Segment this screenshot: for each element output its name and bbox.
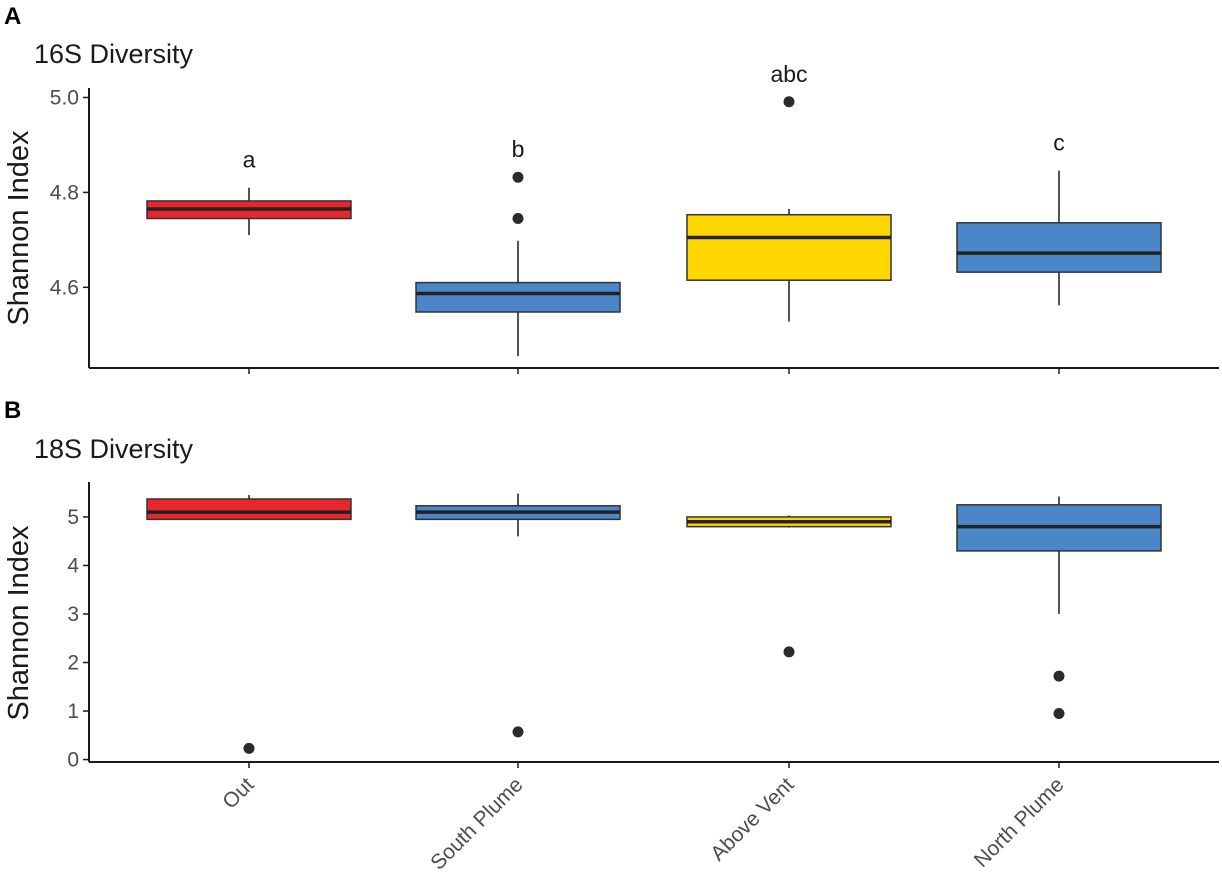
- outlier-point: [243, 742, 255, 754]
- x-category-label: Above Vent: [706, 773, 798, 865]
- iqr-box: [956, 222, 1162, 273]
- significance-letter: a: [243, 147, 256, 173]
- x-category-label: Out: [218, 773, 258, 813]
- y-tick-label: 4.6: [50, 276, 79, 299]
- box-south-plume: b: [415, 136, 621, 357]
- y-tick-label: 2: [67, 652, 79, 675]
- iqr-box: [146, 498, 352, 521]
- panel-a-letter: A: [4, 3, 21, 30]
- y-tick-label: 4: [67, 554, 79, 577]
- box-north-plume: [956, 496, 1162, 719]
- outlier-point: [1053, 670, 1065, 682]
- y-tick-label: 3: [67, 603, 79, 626]
- y-tick-label: 5.0: [50, 86, 79, 109]
- panel-a-plot-area: 4.6 4.8 5.0 a b abc c: [50, 61, 1219, 374]
- outlier-point: [512, 726, 524, 738]
- iqr-box: [686, 213, 892, 281]
- y-tick-label: 5: [67, 506, 79, 529]
- panel-b: B 18S Diversity Shannon Index 0 1 2 3 4 5 Out S…: [3, 397, 1219, 875]
- box-out: a: [146, 147, 352, 236]
- panel-a-y-axis-label: Shannon Index: [3, 130, 35, 326]
- box-north-plume: c: [956, 130, 1162, 306]
- x-category-label: South Plume: [426, 773, 527, 874]
- outlier-point: [1053, 707, 1065, 719]
- significance-letter: b: [512, 136, 525, 162]
- y-tick-label: 1: [67, 700, 79, 723]
- x-category-label: North Plume: [970, 773, 1069, 872]
- outlier-point: [512, 213, 524, 225]
- outlier-point: [512, 171, 524, 183]
- box-above-vent: abc: [686, 61, 892, 322]
- panel-b-title: 18S Diversity: [34, 434, 194, 464]
- y-tick-label: 0: [67, 749, 79, 772]
- iqr-box: [415, 281, 621, 313]
- panel-b-y-axis-label: Shannon Index: [3, 525, 35, 721]
- outlier-point: [783, 646, 795, 658]
- y-tick-label: 4.8: [50, 181, 79, 204]
- outlier-point: [783, 96, 795, 108]
- box-south-plume: [415, 493, 621, 738]
- panel-b-plot-area: 0 1 2 3 4 5 Out South Plume Above Vent North Plum…: [67, 482, 1219, 875]
- significance-letter: c: [1053, 130, 1065, 156]
- panel-a: A 16S Diversity Shannon Index 4.6 4.8 5.0 a…: [3, 3, 1219, 374]
- panel-a-title: 16S Diversity: [34, 39, 194, 69]
- panel-b-letter: B: [4, 397, 21, 424]
- box-out: [146, 495, 352, 754]
- significance-letter: abc: [770, 61, 807, 87]
- box-above-vent: [686, 515, 892, 658]
